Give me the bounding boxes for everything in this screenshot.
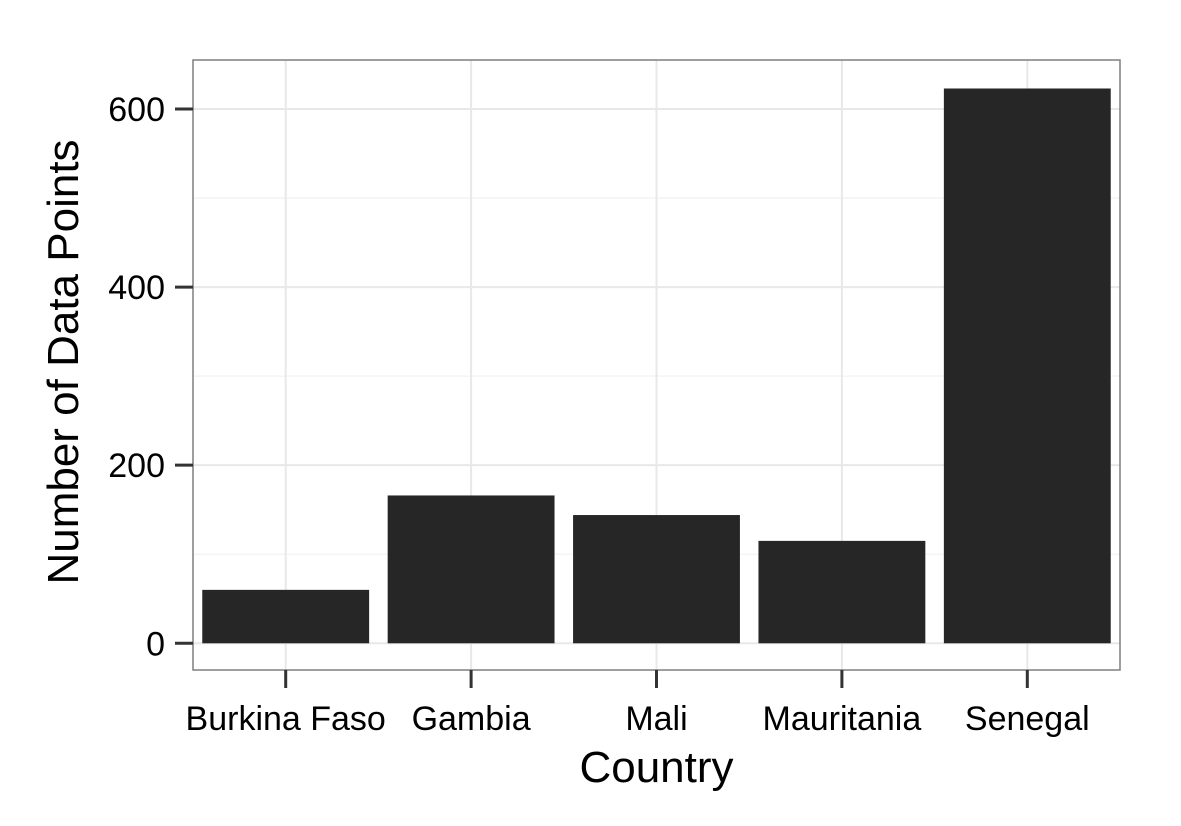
bar [943,88,1111,644]
x-axis-title: Country [579,743,733,792]
y-tick-label: 400 [108,269,165,307]
bar [573,515,740,644]
x-tick-label: Mauritania [763,700,922,738]
bar [387,495,555,644]
bars [202,88,1111,644]
x-tick-label: Senegal [965,700,1090,738]
y-tick-label: 200 [108,447,165,485]
y-tick-label: 0 [146,625,165,663]
y-tick-label: 600 [108,91,165,129]
bar [758,540,926,644]
x-tick-label: Mali [625,700,687,738]
y-axis-title: Number of Data Points [39,139,88,584]
bar [202,589,370,644]
y-axis-ticks: 0 200 400 600 [108,91,193,663]
x-axis-ticks: Burkina Faso Gambia Mali Mauritania Senegal [186,670,1090,738]
x-tick-label: Gambia [412,700,531,738]
x-tick-label: Burkina Faso [186,700,386,738]
